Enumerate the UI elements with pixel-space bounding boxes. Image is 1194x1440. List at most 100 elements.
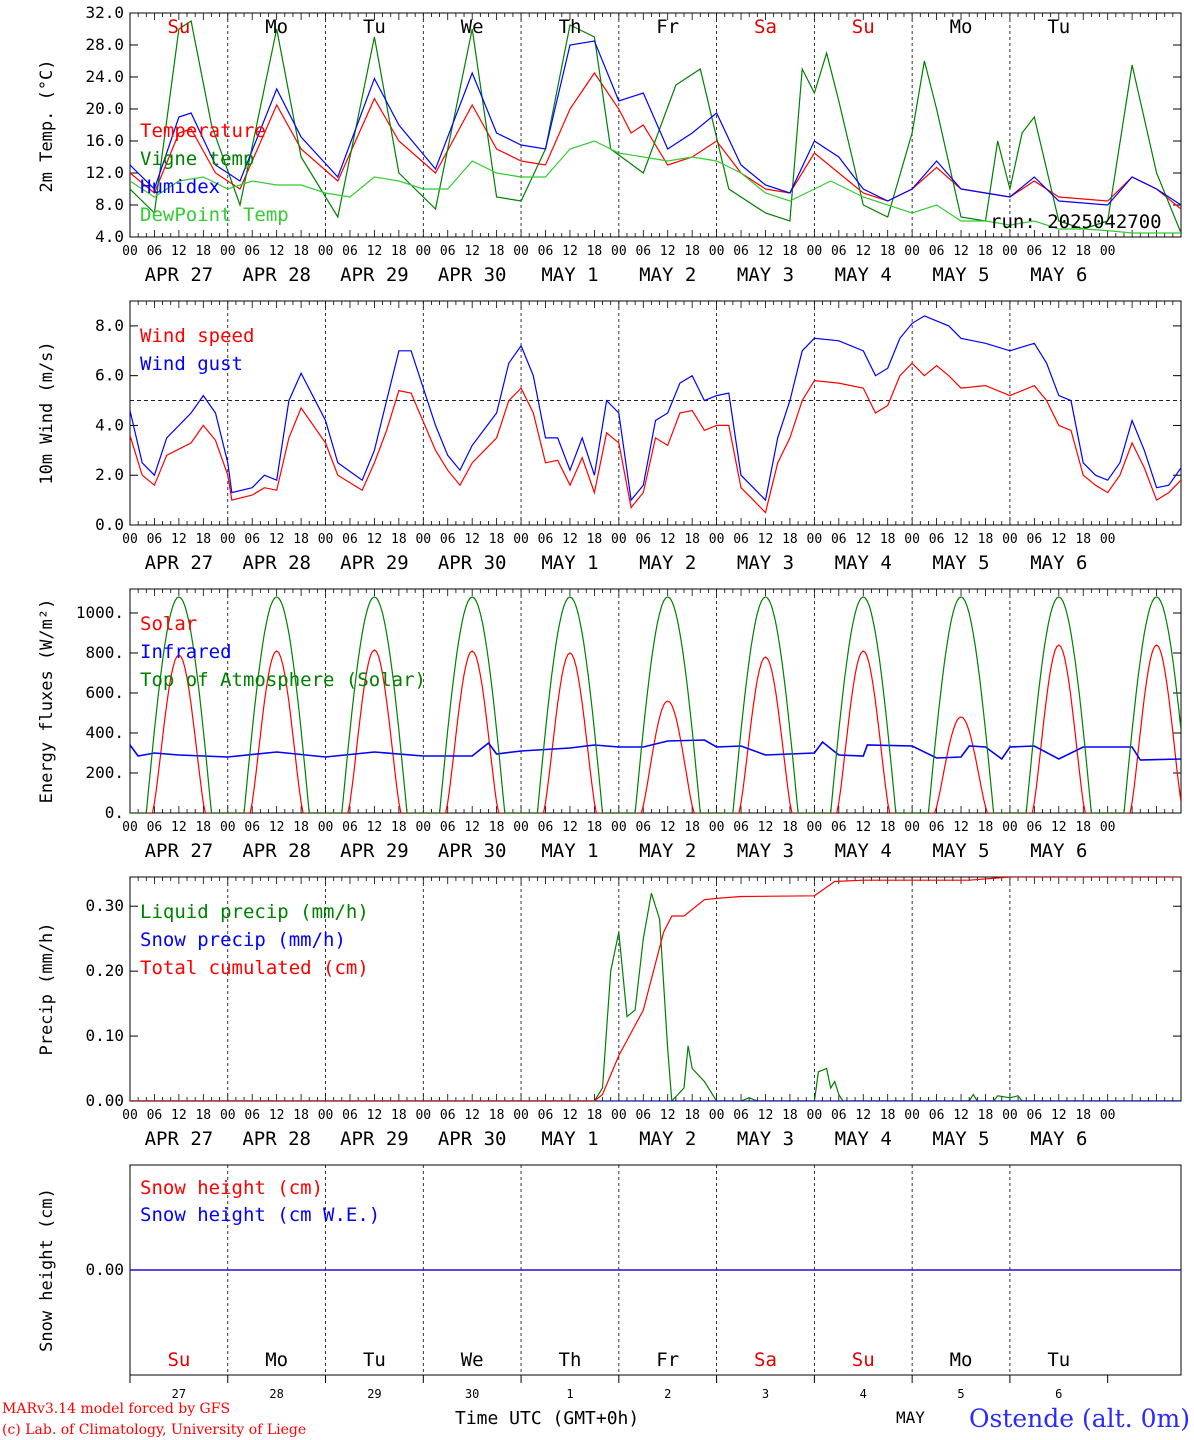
y-tick-label: 2.0 [95, 465, 124, 484]
hour-tick-label: 00 [513, 244, 529, 259]
hour-tick-label: 00 [709, 532, 725, 547]
hour-tick-label: 00 [122, 820, 138, 835]
date-label: MAY 4 [835, 840, 892, 862]
day-number: 2 [664, 1387, 671, 1401]
legend-label: Humidex [140, 176, 220, 198]
hour-tick-label: 06 [244, 1108, 260, 1123]
hour-tick-label: 06 [147, 1108, 163, 1123]
hour-tick-label: 06 [929, 820, 945, 835]
weekday-label: Mo [950, 16, 973, 38]
hour-tick-label: 12 [953, 1108, 969, 1123]
date-label: APR 27 [145, 552, 214, 574]
hour-tick-label: 12 [269, 820, 285, 835]
hour-tick-label: 12 [171, 532, 187, 547]
hour-tick-label: 00 [1100, 1108, 1116, 1123]
y-tick-label: 0.30 [85, 896, 124, 915]
date-label: APR 30 [438, 552, 507, 574]
hour-tick-label: 06 [831, 244, 847, 259]
hour-tick-label: 12 [562, 1108, 578, 1123]
hour-tick-label: 12 [758, 244, 774, 259]
credit-line-2: (c) Lab. of Climatology, University of L… [2, 1422, 306, 1438]
day-number: 28 [269, 1387, 283, 1401]
hour-tick-label: 18 [684, 244, 700, 259]
weekday-label: Su [852, 16, 875, 38]
hour-tick-label: 00 [220, 244, 236, 259]
hour-tick-label: 18 [978, 820, 994, 835]
hour-tick-label: 12 [367, 532, 383, 547]
y-axis-title: 2m Temp. (°C) [37, 59, 57, 192]
y-tick-label: 0.20 [85, 961, 124, 980]
series-dewpoint-temp [130, 140, 1181, 234]
hour-tick-label: 00 [611, 244, 627, 259]
hour-tick-label: 00 [318, 820, 334, 835]
weekday-label: Tu [363, 1349, 386, 1371]
weekday-label: Fr [656, 1349, 679, 1371]
hour-tick-label: 18 [195, 532, 211, 547]
hour-tick-label: 12 [464, 244, 480, 259]
series-wind-gust [130, 315, 1181, 502]
series-top-of-atmosphere-solar [130, 596, 1181, 813]
day-number: 3 [762, 1387, 769, 1401]
hour-tick-label: 12 [464, 1108, 480, 1123]
weekday-label: Sa [754, 1349, 777, 1371]
y-tick-label: 6.0 [95, 366, 124, 385]
series-lines [130, 20, 1181, 1271]
y-tick-label: 4.0 [95, 227, 124, 246]
hour-tick-label: 06 [635, 820, 651, 835]
date-label: APR 27 [145, 1128, 214, 1150]
hour-tick-label: 18 [391, 244, 407, 259]
hour-tick-label: 00 [415, 532, 431, 547]
y-tick-label: 0.00 [85, 1260, 124, 1279]
y-tick-label: 16.0 [85, 131, 124, 150]
weekday-label: Su [167, 16, 190, 38]
series-wind-speed [130, 362, 1181, 514]
weekday-label: Tu [1047, 16, 1070, 38]
hour-tick-label: 06 [440, 532, 456, 547]
date-label: MAY 3 [737, 840, 794, 862]
y-tick-label: 0.10 [85, 1026, 124, 1045]
hour-tick-label: 00 [1002, 1108, 1018, 1123]
hour-tick-label: 06 [733, 244, 749, 259]
date-label: APR 28 [242, 552, 311, 574]
hour-tick-label: 00 [220, 1108, 236, 1123]
y-tick-label: 32.0 [85, 3, 124, 22]
hour-tick-label: 06 [342, 820, 358, 835]
hour-tick-label: 00 [709, 244, 725, 259]
hour-tick-label: 18 [684, 532, 700, 547]
hour-tick-label: 06 [538, 244, 554, 259]
legend-label: Vigne temp [140, 148, 254, 170]
hour-tick-label: 18 [782, 1108, 798, 1123]
hour-tick-label: 00 [611, 820, 627, 835]
hour-tick-label: 18 [880, 820, 896, 835]
hour-tick-label: 12 [660, 532, 676, 547]
hour-tick-label: 06 [929, 244, 945, 259]
hour-tick-label: 06 [1027, 820, 1043, 835]
hour-tick-label: 12 [562, 532, 578, 547]
hour-tick-label: 06 [929, 532, 945, 547]
hour-tick-label: 06 [440, 1108, 456, 1123]
hour-tick-label: 18 [587, 1108, 603, 1123]
hour-tick-label: 00 [513, 820, 529, 835]
hour-tick-label: 06 [1027, 244, 1043, 259]
month-label: MAY [896, 1408, 925, 1427]
legend-label: Top of Atmosphere (Solar) [140, 669, 426, 691]
hour-tick-label: 18 [1075, 244, 1091, 259]
hour-tick-label: 12 [171, 244, 187, 259]
hour-tick-label: 00 [415, 1108, 431, 1123]
y-axis-title: Snow height (cm) [37, 1188, 57, 1352]
weekday-label: Mo [265, 16, 288, 38]
hour-tick-label: 18 [684, 820, 700, 835]
weekday-label: We [461, 16, 484, 38]
date-label: MAY 1 [541, 1128, 598, 1150]
y-tick-label: 4.0 [95, 415, 124, 434]
hour-tick-label: 18 [684, 1108, 700, 1123]
date-label: APR 27 [145, 840, 214, 862]
y-tick-label: 800. [85, 643, 124, 662]
hour-tick-label: 18 [293, 244, 309, 259]
hour-tick-label: 00 [122, 1108, 138, 1123]
hour-tick-label: 18 [1075, 1108, 1091, 1123]
hour-tick-label: 18 [880, 532, 896, 547]
legend-label: Wind speed [140, 325, 254, 347]
hour-tick-label: 00 [122, 532, 138, 547]
